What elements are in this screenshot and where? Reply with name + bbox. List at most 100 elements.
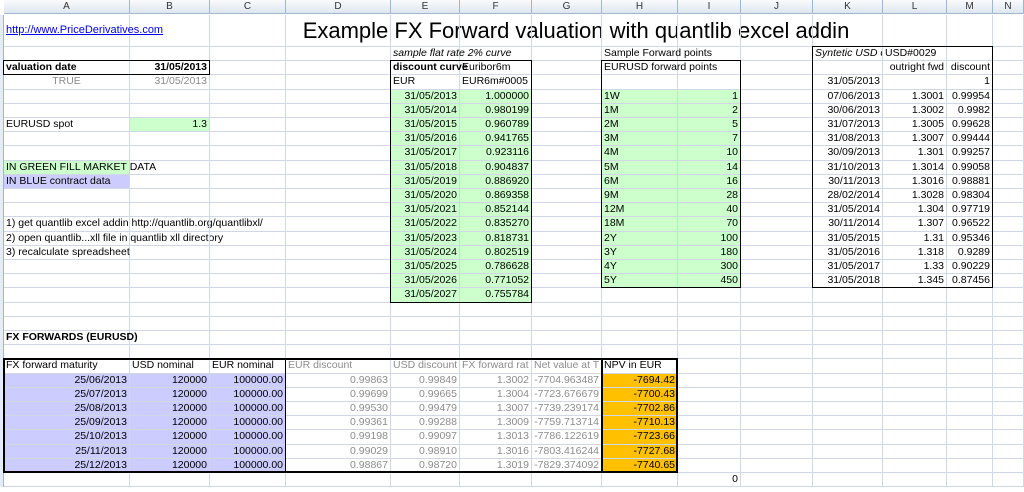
cell-D16[interactable] bbox=[286, 245, 391, 260]
cell-H9[interactable]: 4M bbox=[602, 146, 678, 161]
cell-H28[interactable]: -7710.13 bbox=[602, 416, 678, 431]
cell-K2[interactable]: Syntetic USD cu bbox=[813, 47, 883, 62]
cell-C10[interactable] bbox=[210, 160, 286, 175]
cell-N13[interactable] bbox=[993, 203, 1024, 218]
cell-K21[interactable] bbox=[813, 316, 883, 331]
cell-L8[interactable]: 1.3007 bbox=[883, 132, 947, 147]
cell-N25[interactable] bbox=[993, 373, 1024, 388]
cell-H17[interactable]: 4Y bbox=[602, 260, 678, 275]
cell-E9[interactable]: 31/05/2017 bbox=[391, 146, 460, 161]
cell-G16[interactable] bbox=[532, 245, 602, 260]
cell-A20[interactable] bbox=[4, 302, 130, 317]
cell-N16[interactable] bbox=[993, 245, 1024, 260]
cell-H23[interactable] bbox=[602, 345, 678, 360]
cell-I10[interactable]: 14 bbox=[678, 160, 741, 175]
cell-M6[interactable]: 0.9982 bbox=[947, 103, 993, 118]
cell-E29[interactable]: 0.99097 bbox=[391, 430, 460, 445]
cell-E2[interactable]: sample flat rate 2% curve bbox=[391, 47, 511, 62]
cell-N31[interactable] bbox=[993, 458, 1024, 473]
row-header[interactable] bbox=[0, 203, 4, 218]
cell-I28[interactable] bbox=[678, 416, 741, 431]
cell-B6[interactable] bbox=[130, 103, 210, 118]
cell-B25[interactable]: 120000 bbox=[130, 373, 210, 388]
cell-C26[interactable]: 100000.00 bbox=[210, 387, 286, 402]
cell-B9[interactable] bbox=[130, 146, 210, 161]
cell-M13[interactable]: 0.97719 bbox=[947, 203, 993, 218]
cell-H18[interactable]: 5Y bbox=[602, 274, 678, 289]
cell-I4[interactable] bbox=[678, 75, 741, 90]
cell-B3[interactable]: 31/05/2013 bbox=[130, 61, 210, 76]
cell-K16[interactable]: 31/05/2016 bbox=[813, 245, 883, 260]
cell-D10[interactable] bbox=[286, 160, 391, 175]
cell-I26[interactable] bbox=[678, 387, 741, 402]
cell-E20[interactable] bbox=[391, 302, 460, 317]
cell-C31[interactable]: 100000.00 bbox=[210, 458, 286, 473]
cell-C28[interactable]: 100000.00 bbox=[210, 416, 286, 431]
cell-B20[interactable] bbox=[130, 302, 210, 317]
cell-M1[interactable] bbox=[947, 15, 993, 47]
cell-C4[interactable] bbox=[210, 75, 286, 90]
cell-A12[interactable] bbox=[4, 189, 130, 204]
cell-H21[interactable] bbox=[602, 316, 678, 331]
cell-F12[interactable]: 0.869358 bbox=[460, 189, 532, 204]
cell-H11[interactable]: 6M bbox=[602, 174, 678, 189]
cell-D30[interactable]: 0.99029 bbox=[286, 444, 391, 459]
cell-J18[interactable] bbox=[741, 274, 813, 289]
column-header-E[interactable]: E bbox=[391, 0, 460, 14]
cell-L10[interactable]: 1.3014 bbox=[883, 160, 947, 175]
cell-N22[interactable] bbox=[993, 331, 1024, 346]
cell-E3[interactable]: discount curve bbox=[391, 61, 468, 76]
cell-I32[interactable]: 0 bbox=[678, 473, 741, 488]
cell-I19[interactable] bbox=[678, 288, 741, 303]
cell-F6[interactable]: 0.980199 bbox=[460, 103, 532, 118]
cell-I15[interactable]: 100 bbox=[678, 231, 741, 246]
cell-L21[interactable] bbox=[883, 316, 947, 331]
row-header[interactable] bbox=[0, 174, 4, 189]
cell-M18[interactable]: 0.87456 bbox=[947, 274, 993, 289]
cell-K10[interactable]: 31/10/2013 bbox=[813, 160, 883, 175]
cell-B4[interactable]: 31/05/2013 bbox=[130, 75, 210, 90]
cell-D17[interactable] bbox=[286, 260, 391, 275]
cell-E4[interactable]: EUR bbox=[391, 75, 460, 90]
cell-A28[interactable]: 25/09/2013 bbox=[4, 416, 130, 431]
cell-F31[interactable]: 1.3019 bbox=[460, 458, 532, 473]
row-header[interactable] bbox=[0, 345, 4, 360]
cell-D26[interactable]: 0.99699 bbox=[286, 387, 391, 402]
cell-F3[interactable]: Euribor6m bbox=[460, 61, 532, 76]
cell-H15[interactable]: 2Y bbox=[602, 231, 678, 246]
row-header[interactable] bbox=[0, 245, 4, 260]
cell-C25[interactable]: 100000.00 bbox=[210, 373, 286, 388]
cell-J1[interactable] bbox=[741, 15, 813, 47]
cell-A10[interactable]: IN GREEN FILL MARKET DATA bbox=[4, 160, 156, 175]
cell-F2[interactable] bbox=[460, 47, 532, 62]
cell-N6[interactable] bbox=[993, 103, 1024, 118]
cell-H32[interactable] bbox=[602, 473, 678, 488]
cell-A4[interactable]: TRUE bbox=[4, 75, 130, 90]
cell-F26[interactable]: 1.3004 bbox=[460, 387, 532, 402]
cell-F11[interactable]: 0.886920 bbox=[460, 174, 532, 189]
cell-D7[interactable] bbox=[286, 118, 391, 133]
cell-J11[interactable] bbox=[741, 174, 813, 189]
cell-A32[interactable] bbox=[4, 473, 130, 488]
cell-I11[interactable]: 16 bbox=[678, 174, 741, 189]
row-header[interactable] bbox=[0, 118, 4, 133]
cell-K6[interactable]: 30/06/2013 bbox=[813, 103, 883, 118]
cell-L9[interactable]: 1.301 bbox=[883, 146, 947, 161]
cell-G11[interactable] bbox=[532, 174, 602, 189]
cell-K13[interactable]: 31/05/2014 bbox=[813, 203, 883, 218]
row-header[interactable] bbox=[0, 89, 4, 104]
cell-E16[interactable]: 31/05/2024 bbox=[391, 245, 460, 260]
cell-J29[interactable] bbox=[741, 430, 813, 445]
cell-J4[interactable] bbox=[741, 75, 813, 90]
cell-J9[interactable] bbox=[741, 146, 813, 161]
cell-C22[interactable] bbox=[210, 331, 286, 346]
cell-J16[interactable] bbox=[741, 245, 813, 260]
cell-J6[interactable] bbox=[741, 103, 813, 118]
cell-H19[interactable] bbox=[602, 288, 678, 303]
cell-J27[interactable] bbox=[741, 402, 813, 417]
cell-A18[interactable] bbox=[4, 274, 130, 289]
cell-G6[interactable] bbox=[532, 103, 602, 118]
cell-L14[interactable]: 1.307 bbox=[883, 217, 947, 232]
cell-G15[interactable] bbox=[532, 231, 602, 246]
cell-N24[interactable] bbox=[993, 359, 1024, 374]
